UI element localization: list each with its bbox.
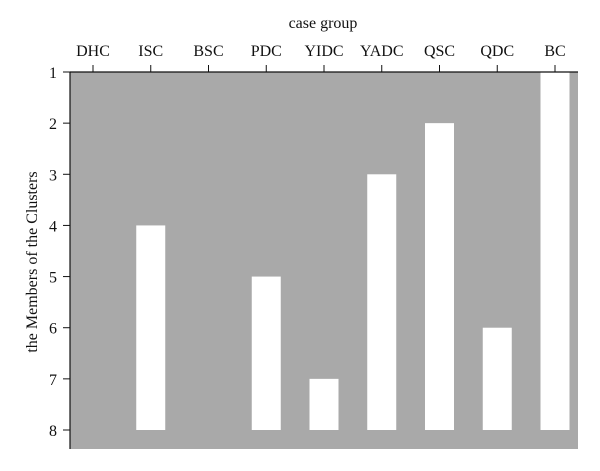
x-tick-label: QDC <box>480 43 514 60</box>
y-axis-title: the Members of the Clusters <box>24 171 41 352</box>
y-tick-label: 1 <box>49 65 57 82</box>
bar-qdc <box>482 327 512 430</box>
y-tick-label: 6 <box>49 321 57 338</box>
bar-qsc <box>425 123 454 431</box>
x-tick-label: BC <box>544 43 565 60</box>
bars-group <box>136 72 570 431</box>
y-tick-label: 3 <box>49 167 57 184</box>
y-tick-label: 5 <box>49 270 57 287</box>
y-tick-label: 2 <box>49 116 57 133</box>
y-tick-label: 8 <box>49 423 57 440</box>
x-tick-label: ISC <box>138 43 163 60</box>
bar-pdc <box>251 276 281 430</box>
x-tick-label: PDC <box>251 43 282 60</box>
bar-bc <box>540 72 570 430</box>
y-tick-label: 7 <box>49 372 57 389</box>
x-tick-label: YADC <box>360 43 404 60</box>
x-tick-label: BSC <box>193 43 223 60</box>
x-tick-label: YIDC <box>304 43 343 60</box>
x-tick-label: QSC <box>424 43 455 60</box>
x-tick-label: DHC <box>76 43 110 60</box>
axes-group: DHC ISC BSC PDC YIDC YADC QSC QDC BC 1 2 3 4 5 6 7 8 <box>49 43 578 449</box>
bar-yadc <box>367 174 397 430</box>
bar-isc <box>136 225 166 430</box>
bar-yidc <box>309 378 339 430</box>
y-tick-label: 4 <box>49 218 57 235</box>
x-axis-title: case group <box>289 15 358 32</box>
